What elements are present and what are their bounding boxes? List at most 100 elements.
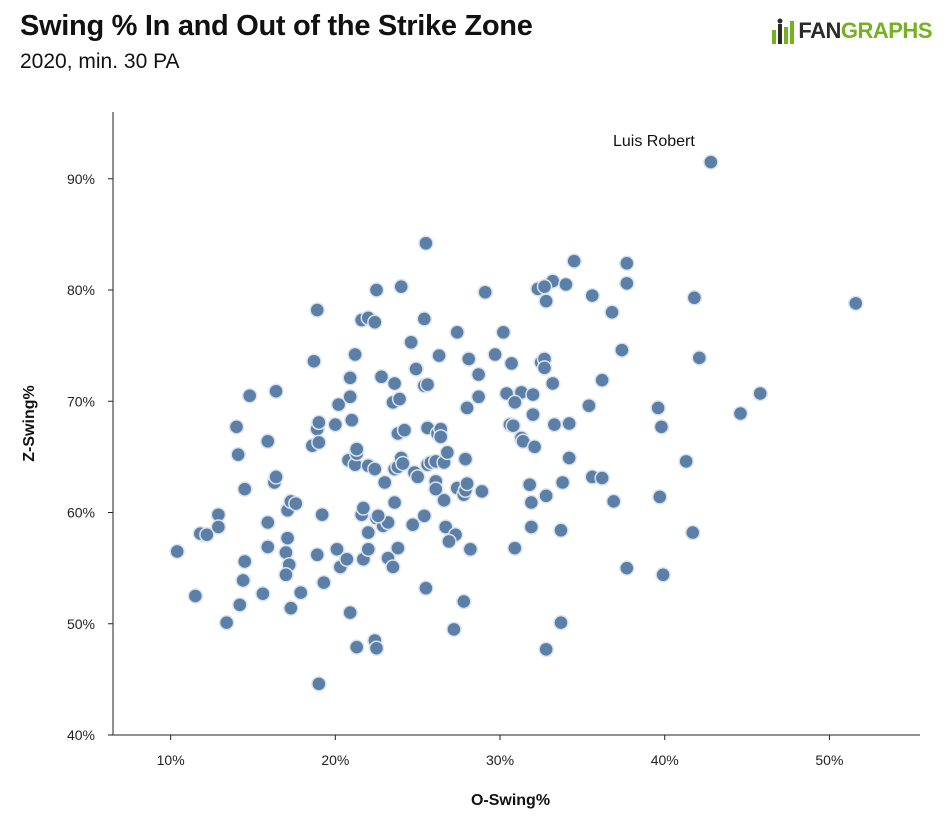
data-point [538,293,554,309]
data-point [311,434,327,451]
data-point [230,446,246,463]
data-point [309,302,325,318]
data-point [432,429,449,445]
data-point [344,412,360,428]
data-point [554,474,571,491]
data-point [199,527,215,543]
data-point [678,453,694,470]
data-point [619,255,635,272]
data-point [436,492,452,509]
data-point [558,276,574,293]
data-point [368,282,385,298]
y-tick-label: 90% [67,171,95,187]
data-point [594,372,610,388]
data-point [235,572,251,589]
data-point [536,278,553,295]
data-point [306,353,322,369]
data-point [525,386,541,403]
batter-icon [772,18,795,44]
data-point [561,415,577,432]
data-point [614,342,630,358]
data-point [386,375,403,392]
y-tick-label: 50% [67,616,95,632]
data-point [553,522,569,539]
data-point [428,481,444,497]
data-point [327,416,344,433]
data-point [187,588,204,604]
data-point [210,519,227,535]
data-point [339,551,355,567]
data-point [459,475,475,492]
data-point [260,539,276,555]
data-point [418,580,434,596]
chart-title: Swing % In and Out of the Strike Zone [20,10,533,42]
fangraphs-logo: FAN GRAPHS [770,18,933,44]
data-point [459,400,475,416]
x-tick-label: 10% [157,752,185,768]
data-point [386,494,403,511]
data-point [457,451,474,467]
logo-text-graphs: GRAPHS [840,18,933,43]
data-point [732,405,749,422]
data-point [691,350,708,366]
data-point [232,597,248,613]
data-point [523,519,540,535]
data-point [507,540,523,556]
data-point [462,541,479,557]
data-point [584,287,601,304]
data-point [538,641,554,658]
data-point [367,461,383,477]
data-point [311,676,327,692]
axes: 10% 20% 30% 40% 50% 40% 50% 60% 70% 80% 90% [67,112,920,768]
data-point [470,366,487,383]
data-point [503,355,520,372]
data-point [619,560,635,576]
data-point [507,394,523,411]
data-point [419,376,436,393]
data-point [655,567,671,583]
data-point [279,530,296,546]
data-point [526,439,543,455]
data-point [360,541,377,557]
point-annotation: Luis Robert [613,133,695,150]
data-point [408,361,424,377]
data-points [169,154,864,692]
data-point [652,489,668,505]
data-point [169,543,185,560]
data-point [368,640,385,656]
data-point [348,441,365,457]
data-point [521,476,538,493]
data-point [416,508,433,524]
data-point [314,506,330,523]
data-point [650,400,666,416]
data-point [477,284,493,300]
data-point [237,481,253,497]
data-point [218,614,235,631]
data-point [348,639,365,655]
data-point [619,275,635,292]
data-point [237,553,253,570]
data-point [495,324,512,341]
data-point [293,584,309,601]
data-point [581,397,597,414]
data-point [470,389,487,405]
data-point [241,387,258,404]
x-tick-label: 30% [486,752,514,768]
data-point [416,311,433,327]
data-point [367,314,383,331]
data-point [260,433,276,450]
logo-text-fan: FAN [798,18,841,43]
data-point [329,541,345,557]
data-point [288,495,304,512]
data-point [474,483,490,500]
data-point [538,488,554,504]
data-point [391,391,408,407]
chart-labels: O-Swing% Z-Swing% Luis Robert [21,133,695,809]
data-point [260,514,276,531]
y-axis-title: Z-Swing% [21,385,38,461]
data-point [561,450,577,466]
data-point [268,469,284,485]
data-point [536,360,553,376]
data-point [370,508,386,524]
data-point [604,304,620,320]
